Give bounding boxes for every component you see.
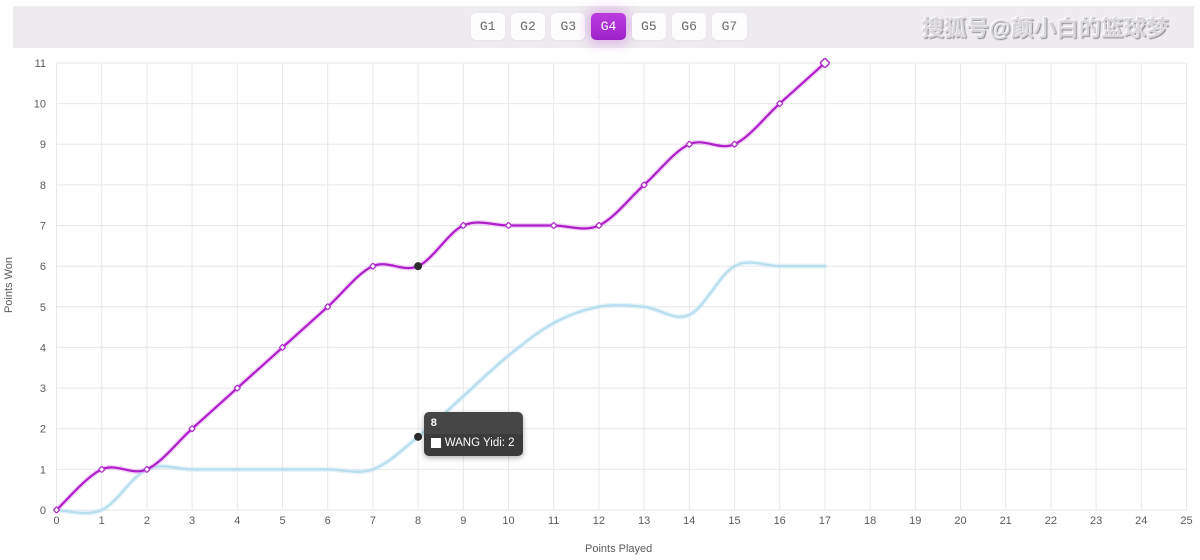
svg-text:22: 22 [1045, 515, 1057, 527]
svg-text:4: 4 [234, 515, 240, 527]
svg-text:8: 8 [415, 515, 421, 527]
svg-text:9: 9 [40, 139, 46, 151]
svg-text:7: 7 [40, 221, 46, 233]
svg-text:12: 12 [593, 515, 605, 527]
svg-text:11: 11 [548, 515, 559, 527]
svg-text:6: 6 [40, 261, 46, 273]
svg-text:18: 18 [864, 515, 876, 527]
svg-text:3: 3 [189, 515, 195, 527]
svg-text:3: 3 [40, 383, 46, 395]
svg-text:16: 16 [774, 515, 786, 527]
svg-text:21: 21 [1000, 515, 1012, 527]
svg-text:4: 4 [40, 342, 46, 354]
svg-text:10: 10 [34, 99, 46, 111]
svg-text:1: 1 [40, 464, 46, 476]
svg-text:25: 25 [1180, 515, 1192, 527]
svg-text:11: 11 [35, 58, 46, 70]
svg-text:17: 17 [819, 515, 831, 527]
svg-text:2: 2 [144, 515, 150, 527]
svg-text:19: 19 [909, 515, 921, 527]
svg-text:5: 5 [40, 302, 46, 314]
svg-text:7: 7 [370, 515, 376, 527]
svg-text:23: 23 [1090, 515, 1102, 527]
svg-text:9: 9 [460, 515, 466, 527]
svg-text:0: 0 [53, 515, 59, 527]
svg-text:15: 15 [728, 515, 740, 527]
svg-text:14: 14 [683, 515, 695, 527]
svg-text:24: 24 [1135, 515, 1147, 527]
svg-text:13: 13 [638, 515, 650, 527]
svg-text:2: 2 [40, 424, 46, 436]
svg-text:1: 1 [99, 515, 105, 527]
svg-text:5: 5 [279, 515, 285, 527]
svg-text:6: 6 [325, 515, 331, 527]
svg-text:8: 8 [40, 180, 46, 192]
svg-text:10: 10 [502, 515, 514, 527]
svg-text:0: 0 [40, 505, 46, 517]
svg-text:20: 20 [954, 515, 966, 527]
